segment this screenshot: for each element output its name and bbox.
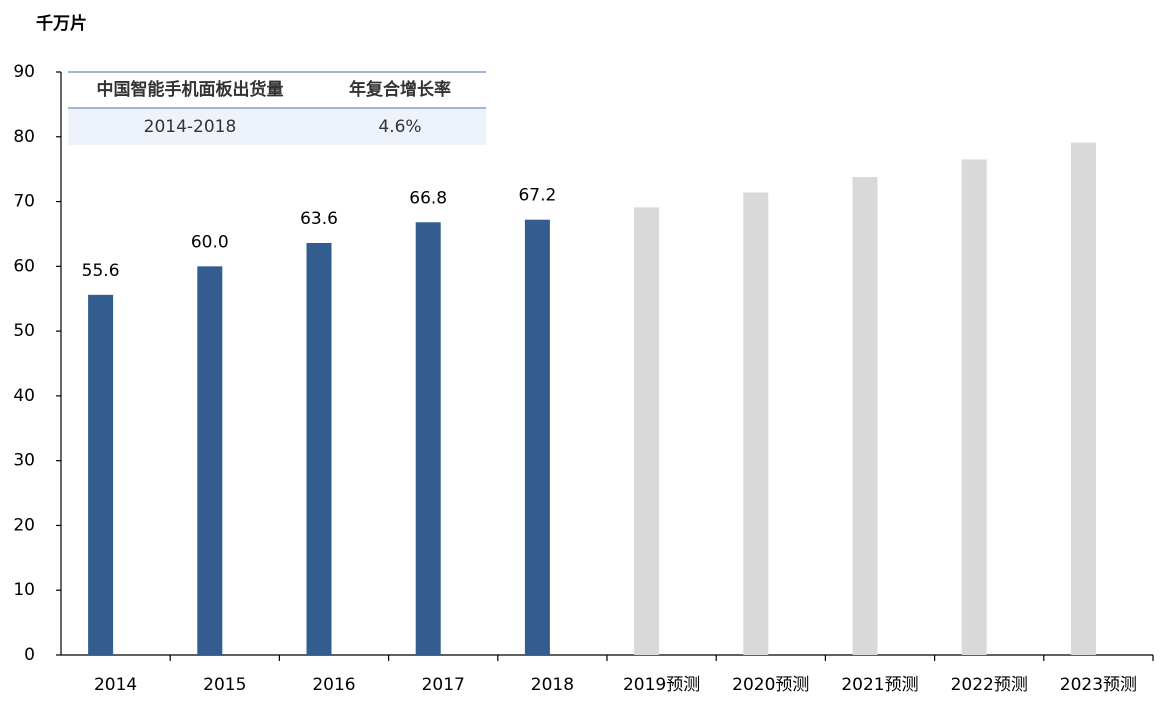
- table-cell: 4.6%: [378, 117, 421, 137]
- x-tick-label: 2022预测: [951, 675, 1028, 695]
- value-label: 55.6: [82, 261, 120, 281]
- y-tick-label: 40: [13, 386, 35, 406]
- table-header: 中国智能手机面板出货量: [97, 79, 284, 100]
- x-tick-label: 2016: [312, 675, 355, 695]
- y-tick-label: 20: [13, 515, 35, 535]
- x-tick-label: 2019预测: [623, 675, 700, 695]
- table-row-bg: [68, 108, 486, 145]
- x-tick-label: 2015: [203, 675, 246, 695]
- y-tick-label: 60: [13, 256, 35, 276]
- y-tick-label: 10: [13, 580, 35, 600]
- value-label: 66.8: [409, 188, 447, 208]
- value-label: 67.2: [518, 186, 556, 206]
- x-tick-label: 2021预测: [841, 675, 918, 695]
- x-tick-label: 2018: [531, 675, 574, 695]
- bar: [743, 192, 769, 655]
- y-tick-label: 80: [13, 127, 35, 147]
- y-tick-label: 30: [13, 451, 35, 471]
- bar: [961, 159, 987, 655]
- y-tick-label: 0: [24, 645, 35, 665]
- bar: [524, 219, 550, 655]
- bar: [197, 266, 223, 655]
- x-tick-label: 2023预测: [1060, 675, 1137, 695]
- bar: [88, 294, 114, 655]
- y-tick-label: 50: [13, 321, 35, 341]
- bar: [1070, 142, 1096, 655]
- x-tick-label: 2017: [422, 675, 465, 695]
- bar: [415, 222, 441, 656]
- table-header: 年复合增长率: [349, 79, 451, 100]
- y-tick-label: 90: [13, 62, 35, 82]
- bar: [306, 243, 332, 655]
- table-cell: 2014-2018: [144, 117, 237, 137]
- bar: [634, 207, 660, 655]
- value-label: 63.6: [300, 209, 338, 229]
- y-axis-label: 千万片: [36, 13, 87, 34]
- bar: [852, 176, 878, 655]
- x-tick-label: 2014: [94, 675, 137, 695]
- y-tick-label: 70: [13, 192, 35, 212]
- x-tick-label: 2020预测: [732, 675, 809, 695]
- value-label: 60.0: [191, 232, 229, 252]
